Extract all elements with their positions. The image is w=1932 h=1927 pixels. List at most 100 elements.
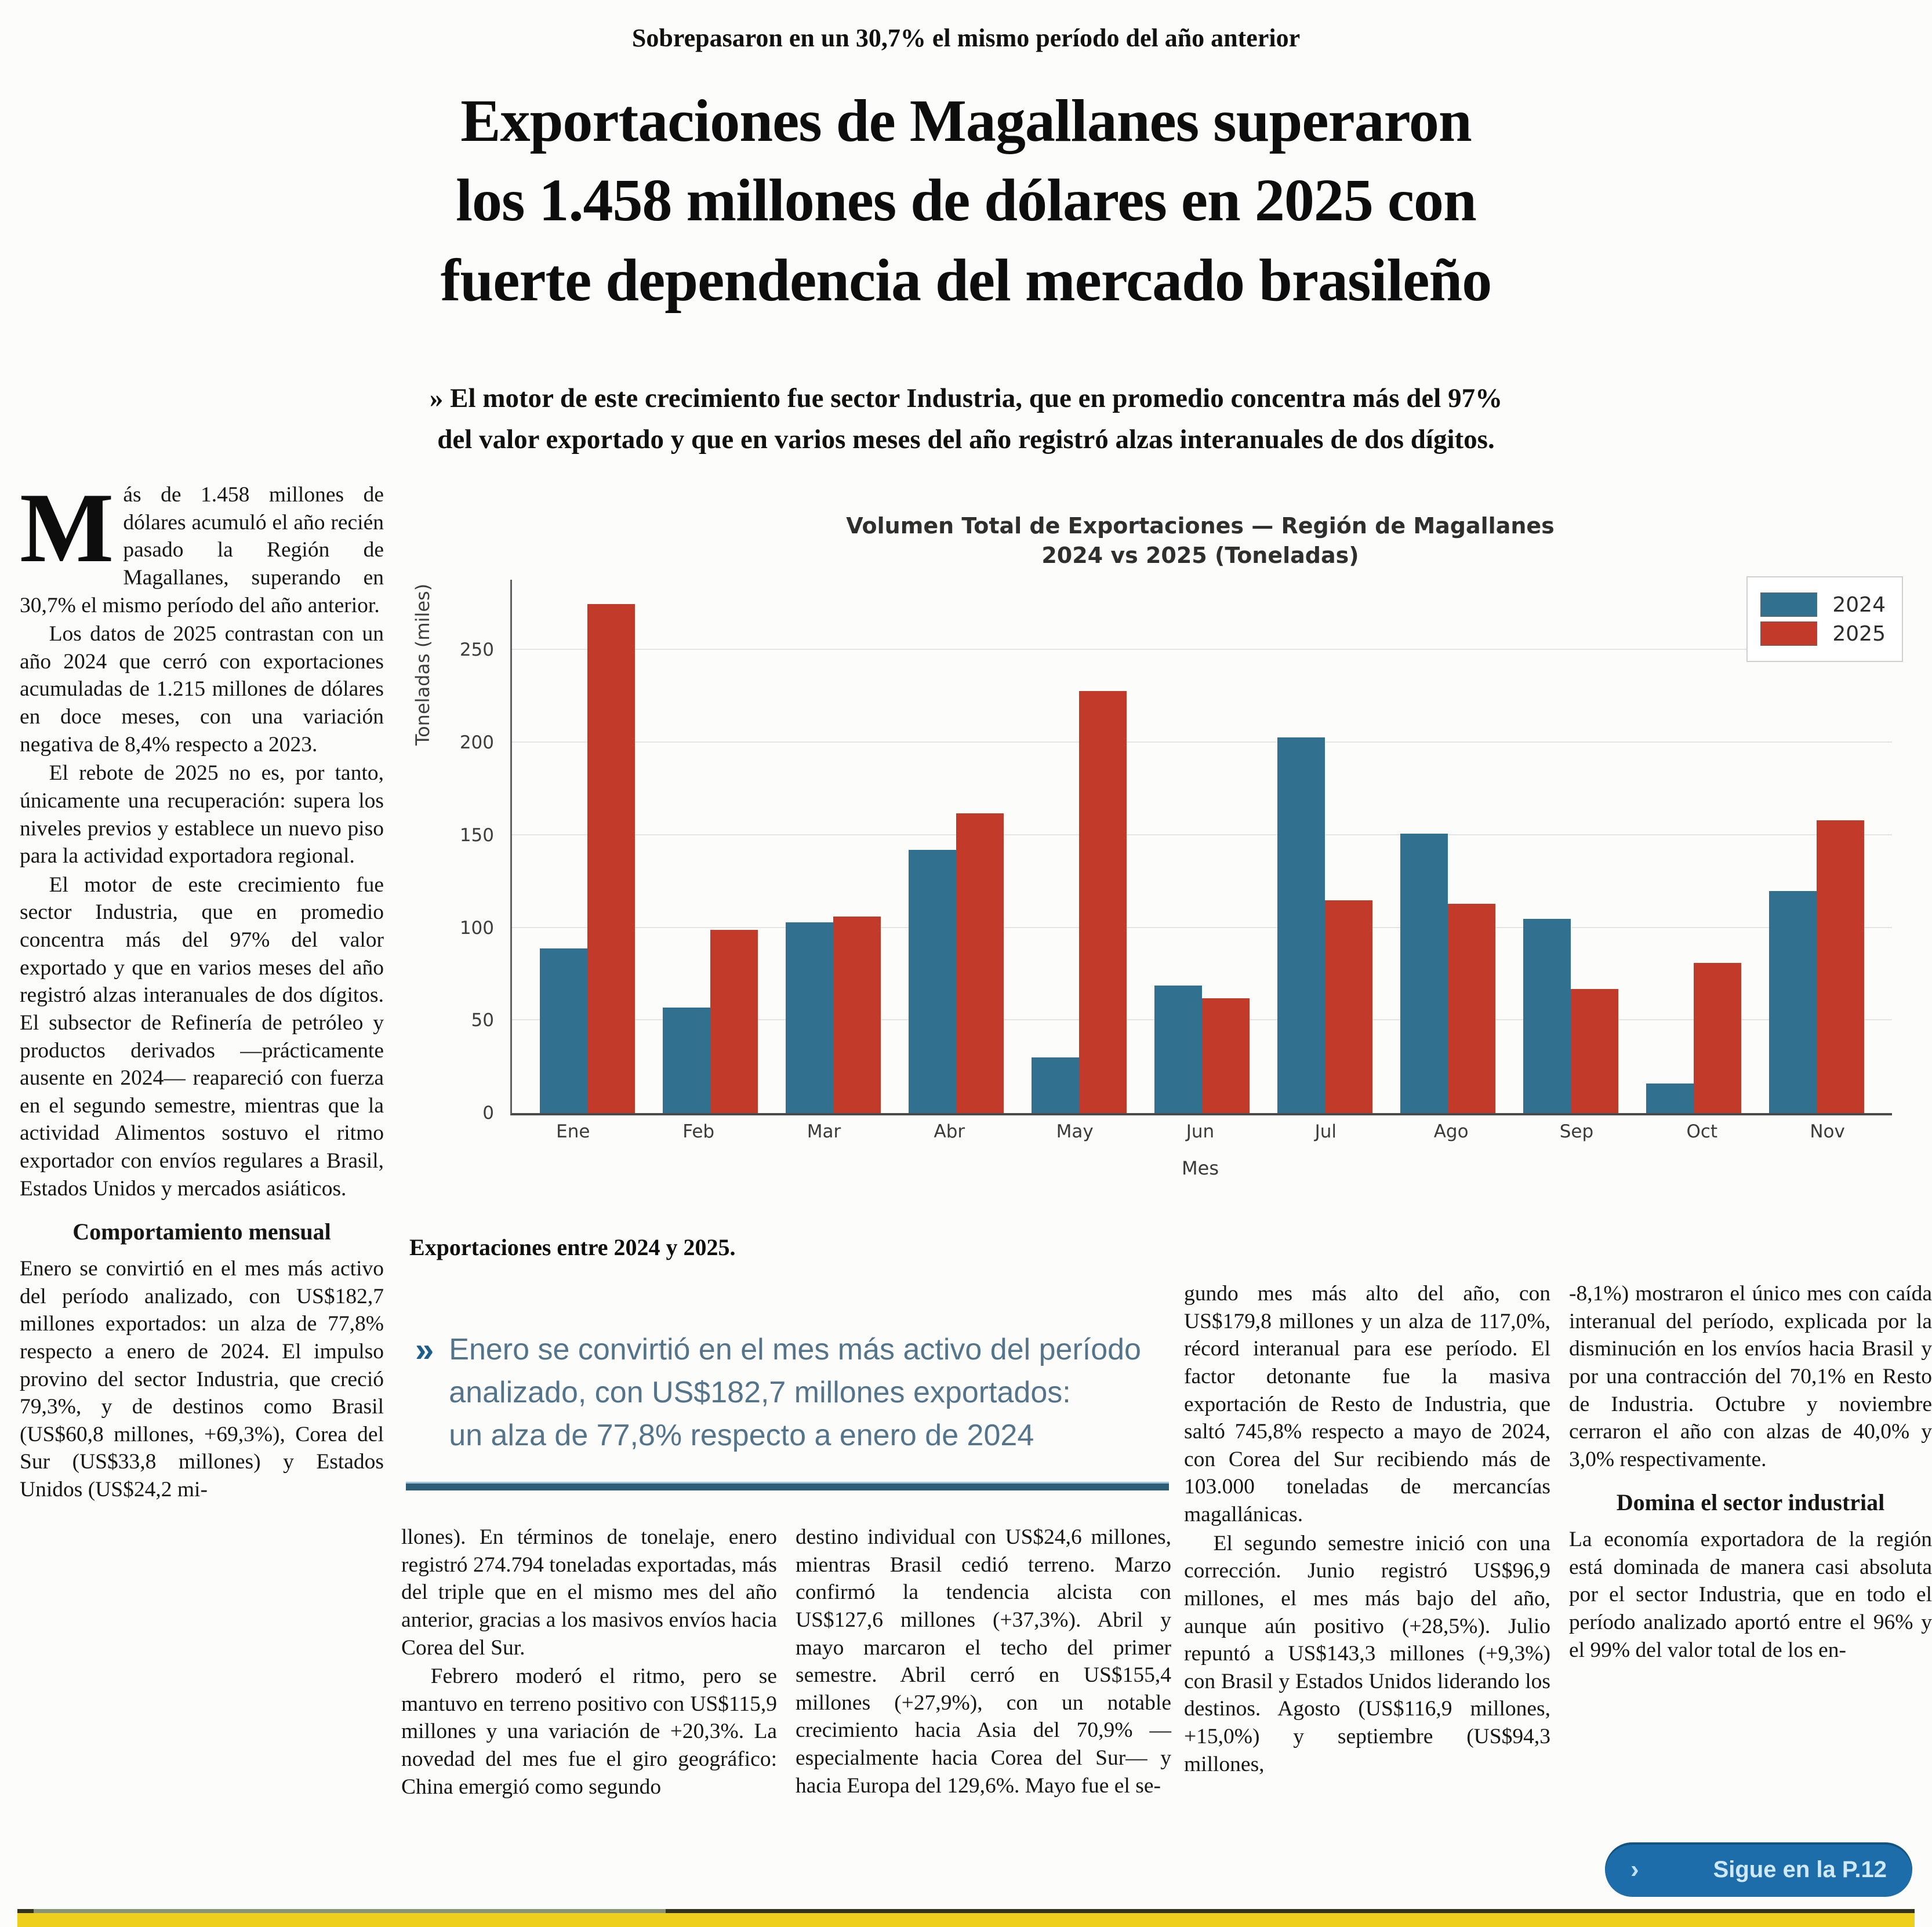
article-column-3: destino individual con US$24,6 millones,…	[796, 1524, 1171, 1801]
bar-2025-Abr	[956, 813, 1004, 1113]
subhead: » El motor de este crecimiento fue secto…	[0, 378, 1932, 460]
bar-group	[540, 603, 635, 1113]
paragraph: El motor de este crecimiento fue sector …	[20, 872, 384, 1201]
subhead-line: » El motor de este crecimiento fue secto…	[429, 383, 1503, 413]
bar-2025-Ago	[1448, 904, 1495, 1113]
chart-legend: 2024 2025	[1746, 576, 1903, 662]
legend-row: 2025	[1760, 621, 1886, 646]
paragraph: La economía exportadora de la región est…	[1569, 1528, 1932, 1662]
ad-strip-segment	[34, 1909, 666, 1913]
bar-2024-Sep	[1523, 918, 1571, 1113]
legend-label: 2025	[1832, 621, 1886, 646]
x-tick: Oct	[1686, 1121, 1718, 1142]
bar-2025-Oct	[1694, 963, 1741, 1113]
bar-2024-Ene	[540, 948, 587, 1113]
chart-title-line: Volumen Total de Exportaciones — Región …	[846, 513, 1555, 539]
bar-group	[786, 917, 881, 1113]
bar-group	[1032, 690, 1127, 1113]
kicker: Sobrepasaron en un 30,7% el mismo períod…	[631, 24, 1301, 52]
bar-group	[1523, 918, 1618, 1113]
headline-line: Exportaciones de Magallanes superaron	[460, 88, 1472, 154]
paragraph: Los datos de 2025 contrastan con un año …	[20, 622, 384, 757]
legend-row: 2024	[1760, 592, 1886, 617]
legend-swatch-2024	[1760, 592, 1818, 617]
y-tick: 50	[471, 1010, 494, 1031]
paragraph: Febrero moderó el ritmo, pero se mantuvo…	[401, 1664, 777, 1799]
section-heading: Comportamiento mensual	[72, 1219, 331, 1245]
bar-2024-Ago	[1400, 833, 1448, 1113]
chart-subtitle: 2024 vs 2025 (Toneladas)	[1041, 543, 1359, 569]
x-tick: Sep	[1559, 1121, 1594, 1142]
headline-line: fuerte dependencia del mercado brasileño	[440, 246, 1492, 314]
gridline	[512, 926, 1892, 928]
bar-group	[909, 813, 1004, 1113]
y-tick-labels: 0 50 100 150 200 250	[459, 580, 502, 1124]
bar-group	[1400, 833, 1495, 1113]
section-heading: Domina el sector industrial	[1616, 1489, 1885, 1516]
pull-quote-line: un alza de 77,8% respecto a enero de 202…	[449, 1418, 1034, 1452]
pull-quote-chevron-icon: »	[415, 1331, 434, 1369]
bar-groups	[512, 580, 1892, 1113]
x-tick: Jun	[1186, 1121, 1215, 1142]
x-tick: Mar	[807, 1121, 841, 1142]
y-axis-label: Toneladas (miles)	[412, 583, 434, 746]
bar-2025-Nov	[1817, 820, 1864, 1113]
paragraph-text: ás de 1.458 millones de dólares acumuló …	[20, 483, 384, 617]
bar-2025-Feb	[710, 929, 758, 1113]
x-tick: Nov	[1810, 1121, 1845, 1142]
x-tick: May	[1056, 1121, 1094, 1142]
gridline	[512, 834, 1892, 835]
bar-group	[1769, 820, 1864, 1113]
y-tick: 200	[459, 732, 494, 754]
bar-2024-Jul	[1277, 737, 1325, 1113]
x-tick-labels: Ene Feb Mar Abr May Jun Jul Ago Sep Oct Nov	[510, 1121, 1890, 1142]
continue-button-label: Sigue en la P.12	[1713, 1856, 1887, 1882]
x-tick: Ago	[1433, 1121, 1469, 1142]
headline-line: los 1.458 millones de dólares en 2025 co…	[456, 167, 1477, 234]
pull-quote-line: analizado, con US$182,7 millones exporta…	[449, 1375, 1071, 1409]
x-tick: Jul	[1314, 1121, 1337, 1142]
headline: Exportaciones de Magallanes superaron lo…	[0, 81, 1932, 320]
y-tick: 0	[482, 1103, 494, 1124]
bar-2024-Jun	[1154, 985, 1202, 1113]
x-tick: Feb	[682, 1121, 715, 1142]
subhead-line: del valor exportado y que en varios mese…	[437, 424, 1495, 455]
legend-label: 2024	[1832, 592, 1886, 617]
bar-2024-Mar	[786, 922, 833, 1113]
continue-reading-button[interactable]: › Sigue en la P.12	[1605, 1842, 1912, 1897]
plot-area	[510, 580, 1892, 1115]
x-tick: Ene	[556, 1121, 590, 1142]
x-tick: Abr	[934, 1121, 965, 1142]
y-tick: 100	[459, 917, 494, 939]
bar-group	[1277, 737, 1372, 1113]
pull-quote-line: Enero se convirtió en el mes más activo …	[449, 1333, 1141, 1366]
bar-group	[1646, 963, 1741, 1113]
paragraph: destino individual con US$24,6 millones,…	[796, 1525, 1171, 1798]
paragraph: El segundo semestre inició con una corre…	[1184, 1531, 1550, 1776]
pull-quote-rule	[406, 1482, 1169, 1490]
figure-caption: Exportaciones entre 2024 y 2025.	[409, 1234, 736, 1260]
paragraph: gundo mes más alto del año, con US$179,8…	[1184, 1282, 1550, 1526]
ad-strip-edge	[17, 1909, 1915, 1927]
bar-2024-Feb	[663, 1007, 710, 1113]
bar-2024-May	[1032, 1057, 1079, 1113]
bar-2025-Mar	[833, 917, 881, 1113]
paragraph: Enero se convirtió en el mes más activo …	[20, 1257, 384, 1502]
bar-2025-May	[1079, 690, 1127, 1113]
bar-group	[663, 929, 758, 1113]
bar-group	[1154, 985, 1250, 1113]
bar-2024-Oct	[1646, 1083, 1694, 1113]
article-column-5: -8,1%) mostraron el único mes con caída …	[1569, 1280, 1932, 1665]
dropcap: M	[20, 473, 114, 583]
paragraph: El rebote de 2025 no es, por tanto, únic…	[20, 761, 384, 868]
paragraph: llones). En términos de tonelaje, enero …	[401, 1525, 777, 1660]
bar-2025-Ene	[587, 603, 635, 1113]
bar-2025-Jun	[1202, 998, 1250, 1113]
chevron-right-icon: ›	[1630, 1855, 1639, 1884]
pull-quote: » Enero se convirtió en el mes más activ…	[415, 1329, 1175, 1457]
y-tick: 150	[459, 824, 494, 846]
gridline	[512, 741, 1892, 743]
